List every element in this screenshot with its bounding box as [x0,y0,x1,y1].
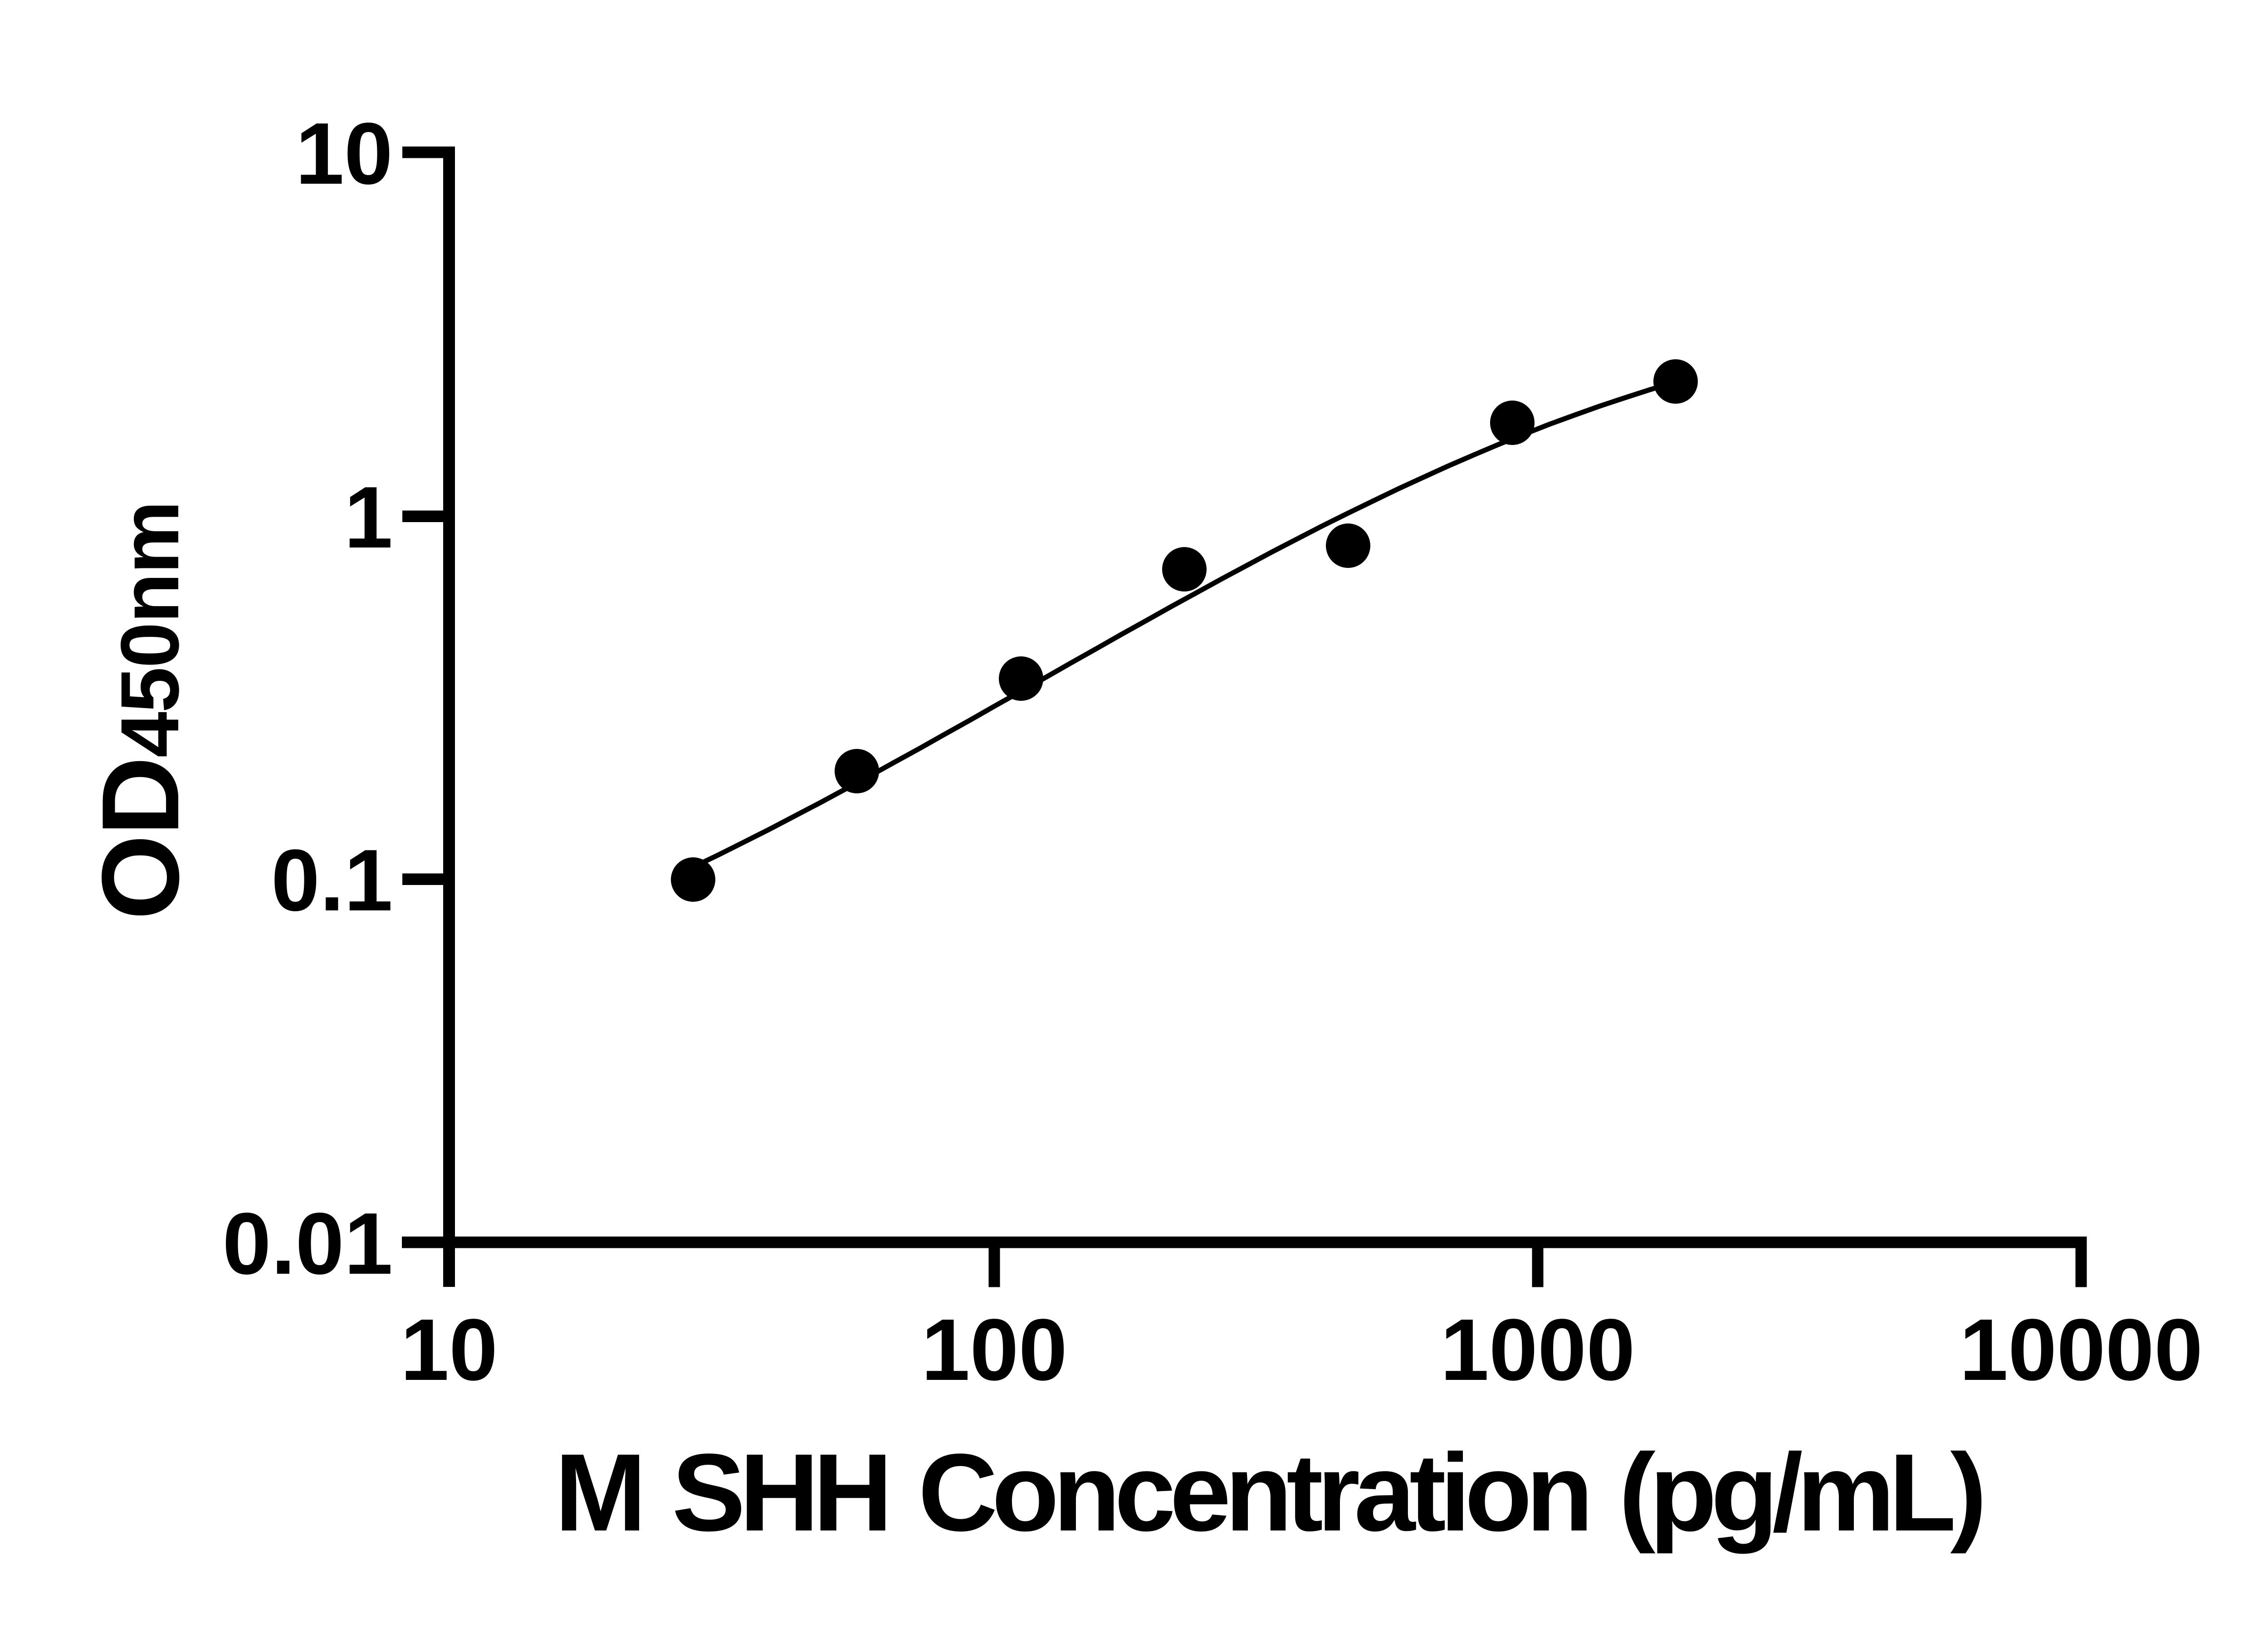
svg-text:100: 100 [921,1301,1067,1398]
svg-text:1000: 1000 [1440,1301,1635,1398]
svg-text:10000: 10000 [1960,1301,2203,1398]
svg-text:0.01: 0.01 [222,1194,393,1292]
svg-text:OD450nm: OD450nm [79,502,202,920]
svg-text:M SHH Concentration (pg/mL): M SHH Concentration (pg/mL) [555,1431,1982,1554]
svg-text:1: 1 [344,468,393,566]
svg-text:0.1: 0.1 [271,831,393,929]
svg-text:10: 10 [401,1301,498,1398]
svg-text:10: 10 [295,104,393,202]
